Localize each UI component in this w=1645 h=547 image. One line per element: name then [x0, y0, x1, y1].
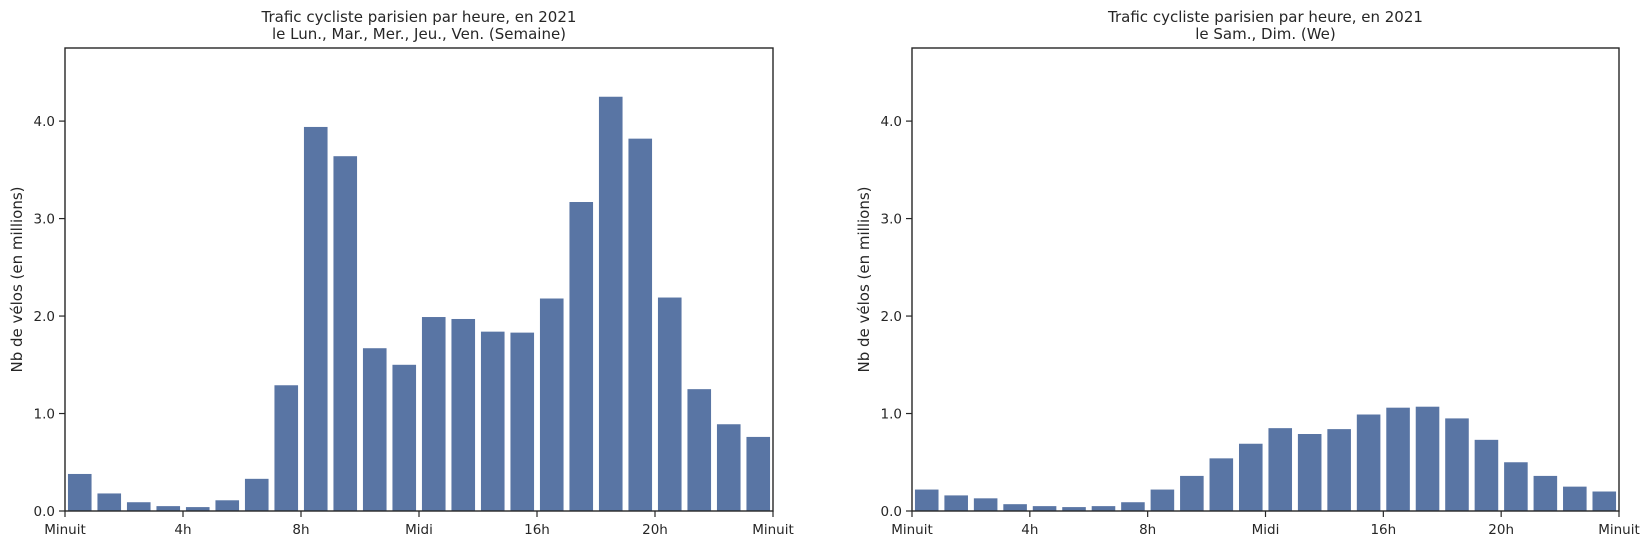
x-tick-label: Minuit: [44, 522, 86, 538]
bar: [1032, 506, 1057, 511]
bar: [1180, 475, 1204, 511]
chart-subtitle: le Sam., Dim. (We): [1195, 25, 1336, 43]
bar: [421, 317, 446, 511]
y-tick-label: 0.0: [881, 504, 902, 520]
y-axis-label: Nb de vélos (en millions): [8, 186, 26, 372]
bar: [628, 138, 653, 511]
bar: [215, 500, 240, 511]
bar: [944, 495, 968, 511]
x-tick-label: 4h: [174, 522, 191, 538]
bar: [1091, 506, 1116, 511]
bar: [1150, 489, 1175, 511]
x-tick-label: 20h: [1488, 522, 1514, 538]
bar: [1474, 439, 1499, 511]
bar: [1297, 434, 1322, 511]
y-tick-label: 3.0: [881, 212, 902, 228]
bar: [1592, 491, 1617, 511]
x-tick-label: Midi: [1252, 522, 1280, 538]
bar: [746, 436, 771, 511]
bar: [1121, 502, 1145, 511]
x-tick-label: Minuit: [752, 522, 794, 538]
chart-panel-1: 0.0 1.0 2.0 3.0 4.0 Minuit 4h 8h Midi 16h 20h Minui…: [8, 8, 794, 538]
bar: [598, 96, 623, 512]
bar: [1445, 418, 1469, 511]
bar: [303, 126, 328, 511]
chart-title: Trafic cycliste parisien par heure, en 2…: [261, 8, 577, 26]
bar: [1003, 504, 1027, 511]
bar: [539, 298, 564, 511]
bar: [716, 424, 741, 511]
y-tick-label: 2.0: [881, 309, 902, 325]
bar: [1062, 507, 1086, 511]
bar: [1386, 407, 1410, 511]
x-tick-label: Minuit: [891, 522, 933, 538]
bar: [569, 202, 594, 511]
bar: [126, 502, 151, 511]
y-tick-label: 1.0: [881, 407, 902, 423]
y-tick-label: 3.0: [34, 212, 55, 228]
y-tick-label: 4.0: [34, 114, 55, 130]
chart-title: Trafic cycliste parisien par heure, en 2…: [1107, 8, 1423, 26]
x-tick-label: 8h: [1139, 522, 1156, 538]
bar: [657, 297, 682, 511]
chart-subtitle: le Lun., Mar., Mer., Jeu., Ven. (Semaine…: [272, 25, 566, 43]
x-tick-label: 16h: [1370, 522, 1396, 538]
x-tick-label: 16h: [524, 522, 550, 538]
bar: [185, 507, 210, 511]
bar: [1504, 462, 1528, 511]
bar: [67, 473, 92, 511]
bar: [914, 489, 939, 511]
plot-frame: [911, 47, 1620, 512]
bar: [244, 478, 269, 511]
bar: [510, 332, 535, 511]
y-tick-label: 0.0: [34, 504, 55, 520]
bar: [274, 385, 299, 511]
x-tick-label: Minuit: [1598, 522, 1640, 538]
bar: [973, 498, 998, 511]
y-tick-label: 2.0: [34, 309, 55, 325]
y-tick-label: 4.0: [881, 114, 902, 130]
bar: [392, 364, 417, 511]
y-tick-label: 1.0: [34, 407, 55, 423]
x-tick-label: Midi: [405, 522, 433, 538]
bar: [1563, 486, 1587, 511]
bar: [1533, 475, 1558, 511]
x-tick-label: 4h: [1021, 522, 1038, 538]
bar: [1415, 406, 1440, 511]
bar: [97, 493, 122, 511]
y-axis-label: Nb de vélos (en millions): [855, 186, 873, 372]
bar: [156, 506, 181, 511]
x-tick-label: 8h: [292, 522, 309, 538]
bar: [1238, 443, 1263, 511]
chart-panel-2: 0.0 1.0 2.0 3.0 4.0 Minuit 4h 8h Midi 16h 20h Minui…: [855, 8, 1640, 538]
bar: [1268, 428, 1293, 511]
bar: [362, 348, 387, 511]
bar: [1356, 414, 1381, 511]
bar: [333, 156, 358, 511]
bar: [1327, 429, 1351, 511]
bar: [480, 331, 505, 511]
bar: [1209, 458, 1234, 511]
bar: [451, 318, 476, 511]
x-tick-label: 20h: [642, 522, 668, 538]
bar: [687, 389, 712, 511]
